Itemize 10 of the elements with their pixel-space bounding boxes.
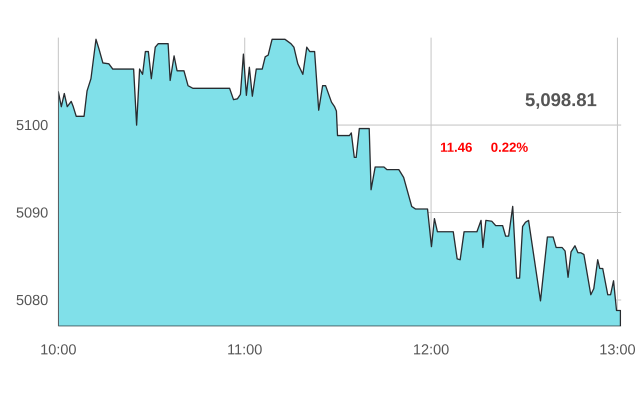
- y-tick-label: 5080: [16, 294, 48, 305]
- x-tick-label: 10:00: [41, 344, 76, 354]
- y-tick-label: 5100: [16, 120, 48, 130]
- annotation: 11.46: [440, 142, 472, 152]
- annotation: 5,098.81: [526, 92, 596, 109]
- x-tick-label: 13:00: [600, 344, 636, 354]
- x-tick-label: 12:00: [414, 344, 449, 354]
- annotation: 0.22%: [491, 142, 528, 152]
- y-tick-label: 5090: [16, 207, 48, 218]
- x-tick-label: 11:00: [228, 344, 262, 354]
